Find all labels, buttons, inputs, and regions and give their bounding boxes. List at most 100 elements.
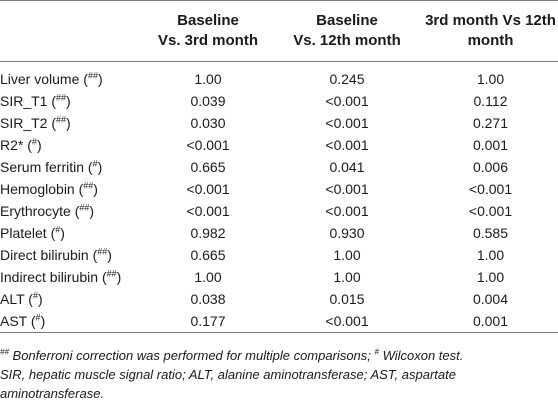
row-label-text: Platelet (0, 225, 47, 241)
row-label-mark: # (55, 224, 61, 235)
row-label-mark: # (35, 312, 41, 323)
row-label-text: Hemoglobin (0, 181, 75, 197)
row-label-text: Erythrocyte (0, 203, 71, 219)
pvalue-baseline-vs-3rd: 0.030 (190, 115, 226, 131)
row-label: Erythrocyte (##) (0, 202, 95, 219)
header-line: 3rd month Vs 12th (425, 12, 556, 29)
table-row: Platelet (#) 0.982 0.930 0.585 (0, 222, 558, 244)
pvalue-baseline-vs-3rd: 0.982 (190, 225, 226, 241)
table-row: Erythrocyte (##) <0.001 <0.001 <0.001 (0, 200, 558, 222)
row-label: Hemoglobin (##) (0, 180, 98, 197)
table-header-row: Baseline Vs. 3rd month Baseline Vs. 12th… (0, 0, 558, 62)
row-label: SIR_T2 (##) (0, 114, 71, 131)
pvalue-3rd-vs-12th: 1.00 (476, 247, 505, 263)
pvalue-baseline-vs-12th: 1.00 (333, 269, 361, 285)
pvalue-table: Baseline Vs. 3rd month Baseline Vs. 12th… (0, 0, 558, 333)
pvalue-baseline-vs-12th: <0.001 (325, 203, 369, 219)
row-label: Indirect bilirubin (##) (0, 268, 122, 285)
row-label-text: Serum ferritin (0, 159, 85, 175)
header-baseline-vs-3rd: Baseline Vs. 3rd month (145, 0, 271, 62)
table-row: R2* (#) <0.001 <0.001 0.001 (0, 134, 558, 156)
pvalue-baseline-vs-3rd: <0.001 (186, 203, 230, 219)
table-row: Liver volume (##) 1.00 0.245 1.00 (0, 68, 558, 90)
header-line: Baseline (316, 12, 378, 29)
row-label: ALT (#) (0, 290, 43, 307)
pvalue-3rd-vs-12th: <0.001 (468, 181, 513, 197)
row-label: Serum ferritin (#) (0, 158, 103, 175)
pvalue-baseline-vs-3rd: 0.177 (145, 310, 271, 333)
row-label: SIR_T1 (##) (0, 92, 71, 109)
row-label: Platelet (#) (0, 224, 65, 241)
pvalue-3rd-vs-12th: 0.585 (472, 225, 509, 241)
table-body: Liver volume (##) 1.00 0.245 1.00 SIR_T1 (##… (0, 62, 558, 333)
pvalue-3rd-vs-12th: 0.006 (472, 159, 509, 175)
table-row: Indirect bilirubin (##) 1.00 1.00 1.00 (0, 266, 558, 288)
row-label: Direct bilirubin (##) (0, 246, 112, 263)
pvalue-baseline-vs-12th: <0.001 (325, 115, 369, 131)
row-label-text: Liver volume (0, 71, 80, 87)
footnote-line-1: ## Bonferroni correction was performed f… (0, 346, 552, 365)
pvalue-3rd-vs-12th: 1.00 (476, 269, 505, 285)
row-label-text: R2* (0, 137, 24, 153)
table-row: SIR_T1 (##) 0.039 <0.001 0.112 (0, 90, 558, 112)
row-label-text: ALT (0, 291, 25, 307)
table-row: SIR_T2 (##) 0.030 <0.001 0.271 (0, 112, 558, 134)
row-label-mark: ## (79, 202, 90, 213)
pvalue-3rd-vs-12th: 0.271 (472, 115, 509, 131)
row-label-mark: ## (87, 70, 98, 81)
row-label: AST (#) (0, 310, 145, 333)
pvalue-baseline-vs-12th: <0.001 (325, 137, 369, 153)
pvalue-baseline-vs-3rd: 0.038 (190, 291, 226, 307)
row-label-mark: # (31, 136, 37, 147)
footnote-text: Wilcoxon test. (378, 348, 464, 363)
pvalue-baseline-vs-12th: 1.00 (333, 247, 361, 263)
pvalue-baseline-vs-3rd: <0.001 (186, 137, 230, 153)
footnote-line-3: aminotransferase. (0, 386, 105, 401)
pvalue-baseline-vs-12th: <0.001 (325, 181, 369, 197)
row-label-mark: ## (83, 180, 94, 191)
pvalue-baseline-vs-3rd: 0.665 (190, 159, 226, 175)
footnote-text: Bonferroni correction was performed for … (8, 348, 375, 363)
header-3rd-vs-12th: 3rd month Vs 12th month (423, 0, 558, 62)
row-label-mark: ## (97, 246, 108, 257)
pvalue-baseline-vs-12th: <0.001 (271, 310, 423, 333)
pvalue-3rd-vs-12th: <0.001 (468, 203, 513, 219)
header-line: month (467, 32, 514, 49)
header-baseline-vs-12th: Baseline Vs. 12th month (271, 0, 423, 62)
table-footnote: ## Bonferroni correction was performed f… (0, 346, 552, 403)
footnote-mark: # (374, 347, 379, 357)
comparison-table-wrapper: Baseline Vs. 3rd month Baseline Vs. 12th… (0, 0, 558, 333)
header-empty-cell (0, 0, 145, 62)
header-line: Baseline (177, 12, 239, 29)
pvalue-baseline-vs-3rd: 1.00 (194, 269, 222, 285)
pvalue-baseline-vs-12th: 0.245 (329, 71, 365, 87)
table-row: Hemoglobin (##) <0.001 <0.001 <0.001 (0, 178, 558, 200)
footnote-mark: ## (0, 347, 9, 357)
pvalue-baseline-vs-3rd: 1.00 (194, 71, 222, 87)
row-label: Liver volume (##) (0, 70, 103, 87)
row-label-text: Indirect bilirubin (0, 269, 99, 285)
row-label-text: SIR_T1 (0, 93, 48, 109)
row-label-text: AST (0, 313, 27, 329)
pvalue-3rd-vs-12th: 0.001 (423, 310, 558, 333)
pvalue-baseline-vs-3rd: <0.001 (186, 181, 230, 197)
table-row: Direct bilirubin (##) 0.665 1.00 1.00 (0, 244, 558, 266)
pvalue-baseline-vs-12th: <0.001 (325, 93, 369, 109)
pvalue-3rd-vs-12th: 1.00 (476, 71, 505, 87)
pvalue-3rd-vs-12th: 0.112 (473, 93, 508, 109)
pvalue-baseline-vs-12th: 0.930 (329, 225, 365, 241)
row-label-text: SIR_T2 (0, 115, 48, 131)
table-row: ALT (#) 0.038 0.015 0.004 (0, 288, 558, 310)
row-label-mark: ## (56, 114, 67, 125)
header-line: Vs. 12th month (293, 32, 401, 49)
row-label-mark: ## (106, 268, 117, 279)
pvalue-baseline-vs-3rd: 0.039 (190, 93, 226, 109)
row-label: R2* (#) (0, 136, 42, 153)
row-label-mark: # (32, 290, 38, 301)
row-label-mark: ## (56, 92, 67, 103)
table-row: Serum ferritin (#) 0.665 0.041 0.006 (0, 156, 558, 178)
pvalue-3rd-vs-12th: 0.001 (472, 137, 509, 153)
pvalue-baseline-vs-12th: 0.015 (329, 291, 365, 307)
table-row: AST (#) 0.177 <0.001 0.001 (0, 310, 558, 333)
pvalue-3rd-vs-12th: 0.004 (472, 291, 509, 307)
